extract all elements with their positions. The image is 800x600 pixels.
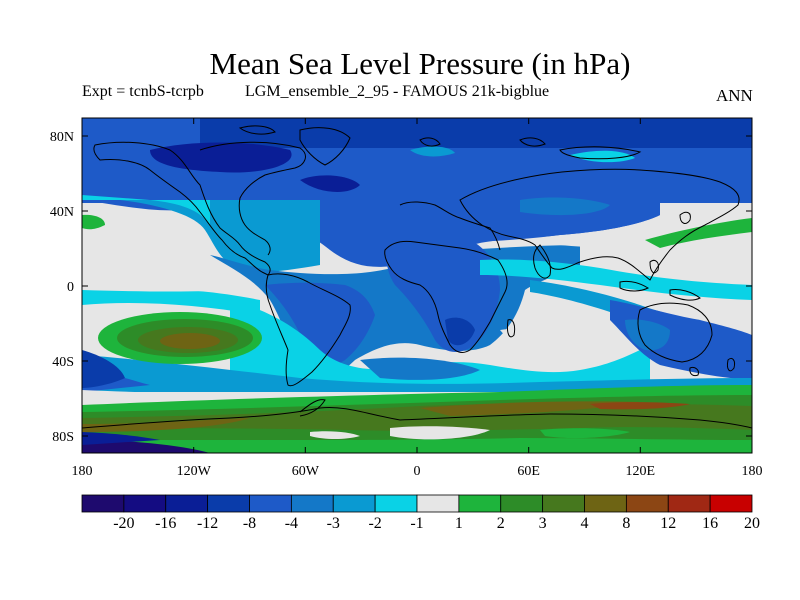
lat-tick-label: 80N — [50, 130, 74, 145]
map-title: Mean Sea Level Pressure (in hPa) — [209, 46, 631, 81]
experiment-label: Expt = tcnbS-tcrpb — [82, 83, 204, 100]
colorbar-swatch — [207, 494, 250, 513]
colorbar-swatch — [584, 494, 627, 513]
latitude-axis: 80N 40N 0 40S 80S — [50, 130, 752, 445]
colorbar-label: -16 — [155, 515, 176, 532]
lon-tick-label: 120W — [177, 464, 212, 479]
colorbar-swatch — [709, 494, 753, 513]
colorbar-label: -3 — [327, 515, 340, 532]
colorbar-swatch — [458, 494, 502, 513]
lon-tick-label: 60W — [292, 464, 320, 479]
longitude-axis: 180 120W 60W 0 60E 120E 180 — [72, 118, 763, 479]
colorbar-swatch — [123, 494, 167, 513]
lat-tick-label: 40N — [50, 205, 74, 220]
colorbar-label: 1 — [455, 515, 463, 532]
lon-tick-label: 0 — [414, 464, 421, 479]
colorbar-swatch — [500, 494, 544, 513]
colorbar-swatch — [416, 494, 460, 513]
colorbar-label: 20 — [744, 515, 760, 532]
colorbar-swatch — [667, 494, 711, 513]
lat-tick-label: 80S — [52, 430, 74, 445]
dataset-label: LGM_ensemble_2_95 - FAMOUS 21k-bigblue — [245, 83, 550, 100]
lon-tick-label: 120E — [626, 464, 656, 479]
colorbar-swatch — [374, 494, 418, 513]
colorbar-label: -4 — [285, 515, 298, 532]
colorbar-label: 12 — [660, 515, 676, 532]
colorbar-label: -12 — [197, 515, 218, 532]
colorbar-label: -20 — [113, 515, 134, 532]
colorbar-label: 3 — [539, 515, 547, 532]
colorbar-label: -1 — [410, 515, 423, 532]
colorbar-label: 8 — [622, 515, 630, 532]
colorbar-label: -8 — [243, 515, 256, 532]
colorbar-swatch — [332, 494, 376, 513]
colorbar-swatch — [81, 494, 125, 513]
colorbar-swatch — [625, 494, 669, 513]
colorbar-swatch — [249, 494, 292, 513]
colorbar-swatch — [542, 494, 585, 513]
colorbar-label: 16 — [702, 515, 718, 532]
colorbar-label: 2 — [497, 515, 505, 532]
colorbar-label: -2 — [368, 515, 381, 532]
lon-tick-label: 180 — [72, 464, 93, 479]
colorbar: -20 -16 -12 -8 -4 -3 -2 -1 1 2 3 4 8 12 16 20 — [81, 494, 760, 532]
colorbar-label: 4 — [581, 515, 589, 532]
coastlines — [82, 125, 752, 429]
lon-tick-label: 180 — [742, 464, 763, 479]
season-label: ANN — [716, 86, 753, 105]
colorbar-swatch — [290, 494, 334, 513]
lat-tick-label: 40S — [52, 355, 74, 370]
lat-tick-label: 0 — [67, 280, 74, 295]
colorbar-swatch — [165, 494, 209, 513]
pressure-field — [82, 118, 752, 453]
lon-tick-label: 60E — [517, 464, 540, 479]
